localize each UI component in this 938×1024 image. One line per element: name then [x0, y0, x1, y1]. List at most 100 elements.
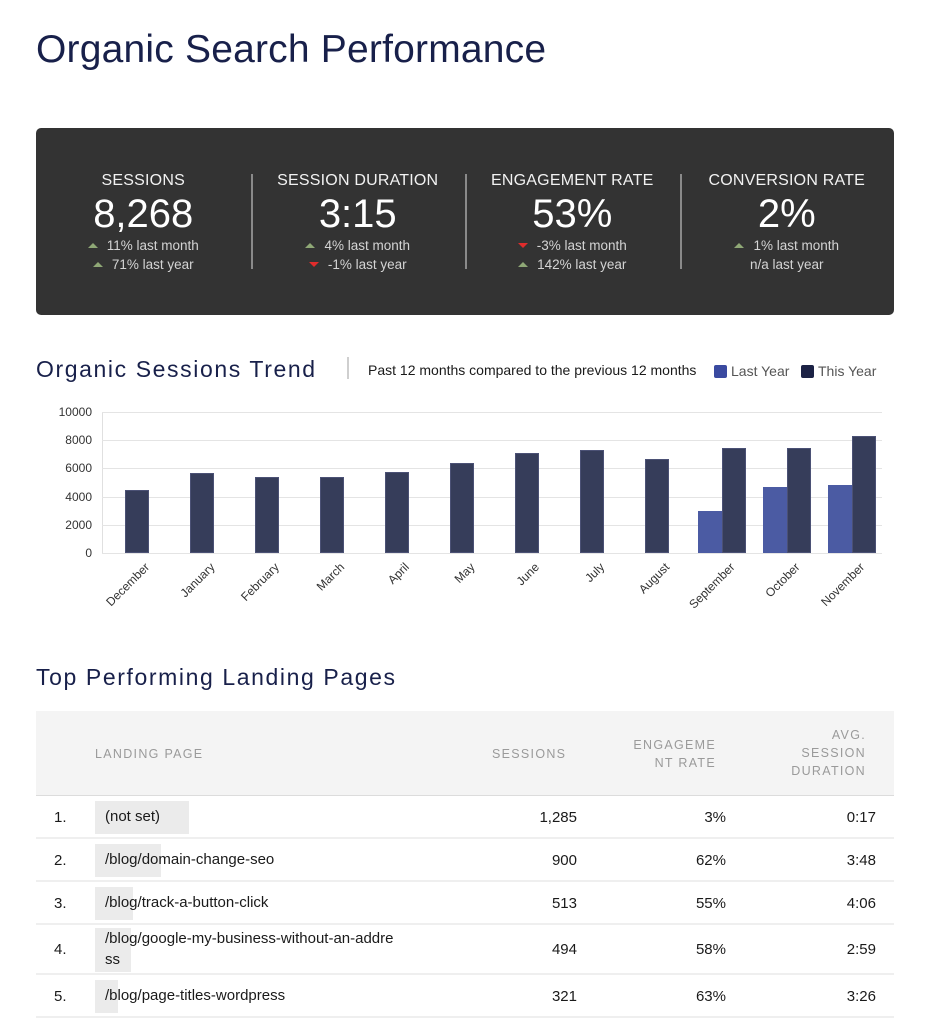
landing-page-text: /blog/track-a-button-click [105, 894, 269, 911]
kpi-change-text: n/a last year [749, 257, 824, 272]
trend-down-icon [308, 262, 319, 267]
y-axis-tick-label: 0 [85, 546, 92, 560]
table-row[interactable]: 4. /blog/google-my-business-without-an-ad… [36, 925, 894, 975]
sessions-value: 321 [551, 987, 577, 1005]
y-axis-tick-label: 10000 [58, 405, 92, 419]
kpi-change-month: 4% last month [251, 236, 466, 255]
avg-session-duration-value: 3:26 [846, 987, 876, 1005]
header-line: SESSION [801, 746, 866, 760]
legend-item-last-year[interactable]: Last Year [714, 363, 789, 379]
bar-this-year[interactable] [721, 447, 746, 553]
table-row[interactable] [36, 1018, 894, 1024]
rank-number: 5. [54, 987, 67, 1005]
kpi-change-year: n/a last year [680, 255, 895, 274]
x-axis-tick-label: September [685, 560, 738, 612]
kpi-label: SESSION DURATION [277, 172, 439, 189]
bar-this-year[interactable] [254, 476, 279, 553]
column-header-landing-page[interactable]: LANDING PAGE [95, 747, 204, 761]
sessions-value: 1,285 [539, 808, 577, 826]
landing-page-text: (not set) [105, 808, 161, 825]
header-line: ENGAGEME [633, 738, 716, 752]
bar-this-year[interactable] [449, 462, 474, 553]
landing-pages-table: LANDING PAGE SESSIONS ENGAGEME NT RATE A… [36, 711, 894, 1024]
landing-page-cell[interactable]: /blog/google-my-business-without-an-addr… [95, 928, 455, 972]
table-row[interactable]: 2. /blog/domain-change-seo 900 62% 3:48 [36, 839, 894, 882]
landing-page-text: /blog/domain-change-seo [105, 851, 275, 868]
rank-number: 2. [54, 851, 67, 869]
bar-last-year[interactable] [762, 487, 787, 553]
y-axis [102, 412, 103, 553]
bar-last-year[interactable] [697, 510, 722, 553]
bar-this-year[interactable] [514, 453, 539, 553]
rank-number: 4. [54, 941, 67, 958]
rank-number: 3. [54, 894, 67, 912]
bar-this-year[interactable] [579, 450, 604, 553]
x-axis-tick-label: August [636, 560, 673, 597]
grid-line [102, 524, 882, 526]
x-axis-tick-label: October [762, 560, 803, 601]
x-axis-tick-label: May [451, 560, 478, 586]
legend-label: This Year [818, 363, 877, 379]
kpi-change-year: -1% last year [251, 255, 466, 274]
bar-this-year[interactable] [851, 436, 876, 553]
kpi-change-text: 4% last month [324, 238, 411, 253]
bar-this-year[interactable] [189, 473, 214, 553]
kpi-label: CONVERSION RATE [708, 172, 865, 189]
bar-this-year[interactable] [786, 448, 811, 553]
sessions-value: 900 [551, 851, 577, 869]
kpi-sessions: SESSIONS 8,268 11% last month 71% last y… [36, 172, 251, 272]
trend-up-icon [734, 243, 745, 248]
legend-label: Last Year [731, 363, 790, 379]
table-row[interactable]: 1. (not set) 1,285 3% 0:17 [36, 796, 894, 839]
rank-number: 1. [54, 808, 67, 826]
organic-sessions-bar-chart: 0 2000 4000 6000 8000 10000 December January Feb… [40, 400, 890, 630]
kpi-change-text: -3% last month [536, 238, 627, 253]
x-axis-tick-label: November [818, 560, 868, 610]
kpi-change-month: 11% last month [36, 236, 251, 255]
column-header-engagement-rate[interactable]: ENGAGEME NT RATE [596, 736, 716, 772]
bar-this-year[interactable] [124, 489, 149, 553]
table-row[interactable]: 3. /blog/track-a-button-click 513 55% 4:06 [36, 882, 894, 925]
landing-page-cell[interactable]: (not set) [95, 801, 455, 834]
avg-session-duration-value: 2:59 [846, 941, 876, 958]
bar-this-year[interactable] [644, 458, 669, 553]
trend-section-title: Organic Sessions Trend [36, 356, 317, 382]
bar-last-year[interactable] [827, 484, 852, 553]
landing-page-cell[interactable]: /blog/domain-change-seo [95, 844, 455, 877]
sessions-data-bar [95, 887, 133, 920]
bar-this-year[interactable] [384, 471, 409, 553]
kpi-value: 3:15 [318, 192, 397, 236]
column-header-sessions[interactable]: SESSIONS [492, 747, 567, 761]
landing-pages-section-title: Top Performing Landing Pages [36, 664, 397, 690]
y-axis-tick-label: 8000 [65, 433, 92, 448]
table-header: LANDING PAGE SESSIONS ENGAGEME NT RATE A… [36, 711, 894, 796]
kpi-conversion-rate: CONVERSION RATE 2% 1% last month n/a las… [679, 172, 895, 274]
kpi-value: 53% [532, 192, 613, 236]
sessions-value: 494 [551, 941, 577, 958]
kpi-label: ENGAGEMENT RATE [491, 172, 654, 189]
column-header-avg-session-duration[interactable]: AVG. SESSION DURATION [746, 726, 866, 780]
sessions-data-bar [95, 801, 189, 834]
avg-session-duration-value: 3:48 [846, 851, 876, 869]
x-axis-tick-label: March [313, 560, 348, 594]
x-axis-tick-label: June [514, 560, 543, 589]
table-row[interactable]: 5. /blog/page-titles-wordpress 321 63% 3:26 [36, 975, 894, 1018]
landing-page-cell[interactable]: /blog/page-titles-wordpress [95, 980, 455, 1013]
engagement-rate-value: 62% [695, 851, 726, 869]
landing-page-text: /blog/google-my-business-without-an-addr… [105, 930, 394, 947]
kpi-change-month: -3% last month [465, 236, 680, 255]
header-line: DURATION [791, 764, 866, 778]
x-axis-tick-label: February [238, 560, 283, 604]
table-body: 1. (not set) 1,285 3% 0:17 2. /blog/domain-cha… [36, 796, 894, 1024]
grid-line [102, 496, 882, 498]
kpi-change-month: 1% last month [680, 236, 895, 255]
page-title: Organic Search Performance [36, 28, 547, 71]
kpi-change-year: 71% last year [36, 255, 251, 274]
landing-page-text: /blog/page-titles-wordpress [105, 987, 286, 1004]
bar-this-year[interactable] [319, 477, 344, 553]
engagement-rate-value: 3% [704, 808, 726, 826]
engagement-rate-value: 63% [695, 987, 726, 1005]
header-line: AVG. [831, 728, 866, 742]
legend-item-this-year[interactable]: This Year [801, 363, 876, 379]
landing-page-cell[interactable]: /blog/track-a-button-click [95, 887, 455, 920]
